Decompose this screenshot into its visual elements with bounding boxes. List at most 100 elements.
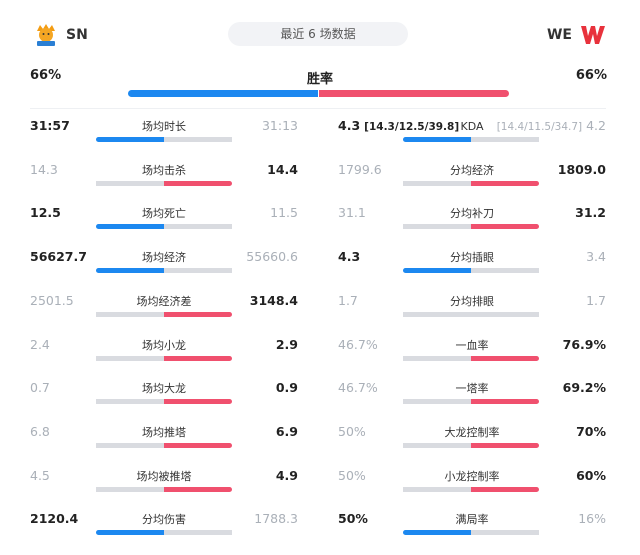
stat-left-number: 2501.5 [30,292,74,308]
stat-right-number: 1809.0 [557,161,606,177]
stat-bar-left [403,224,471,230]
stat-left-number: 4.3 [338,118,361,133]
team-right[interactable]: WE [547,22,606,48]
stat-left-value: 4.3 [338,249,360,265]
stat-left-value: 2120.4 [30,511,78,527]
stat-right-value: 70% [576,424,606,440]
stat-left-number: 50% [338,511,368,527]
stat-bar-right [164,442,232,448]
stat-bar-left [96,137,164,142]
stat-left-value: 31.1 [338,205,366,221]
stat-right-number: 76.9% [562,336,606,352]
stat-row: 1.7 分均排眼 1.7 [338,293,606,333]
stat-row: 50% 大龙控制率 70% [338,424,606,464]
stat-right-number: 60% [576,467,606,483]
stat-right-number: 55660.6 [246,249,298,265]
winrate-bar-right [319,90,509,97]
stat-right-number: 4.9 [275,467,298,483]
stat-bar-left [403,399,471,405]
stat-left-number: 31.1 [338,205,366,221]
stat-left-number: 4.5 [30,467,50,483]
stat-row: 2.4 场均小龙 2.9 [30,337,298,377]
stat-label: 满局率 [455,513,489,527]
stat-left-number: 4.3 [338,249,361,265]
team-left-name: SN [66,27,88,43]
stat-bar-left [96,442,164,448]
stat-label: 场均推塔 [142,425,186,439]
stat-right-number: 1788.3 [254,511,298,527]
stat-right-value: [14.4/11.5/34.7] 4.2 [497,118,606,135]
stat-right-number: 70% [576,423,606,439]
stat-left-value: 50% [338,511,368,527]
stat-right-number: 6.9 [275,423,298,439]
stat-bar-right [471,355,539,361]
stat-right-value: 3148.4 [250,293,298,309]
stat-bar-left [403,530,471,536]
stat-bar-right [164,355,232,361]
stat-left-number: 14.3 [30,161,58,177]
stat-left-number: 2120.4 [30,511,79,527]
stat-row: 4.3 [14.3/12.5/39.8] KDA [14.4/11.5/34.7] 4.… [338,118,606,158]
stat-label: 场均时长 [142,120,186,133]
stat-left-number: 46.7% [338,380,378,396]
stat-right-value: 11.5 [270,205,298,221]
stat-bar-left [96,311,164,317]
stat-right-value: 31:13 [262,118,298,134]
stat-left-value: 6.8 [30,424,50,440]
stat-left-value: 50% [338,424,366,440]
stat-bar-right [164,311,232,317]
winrate-title: 胜率 [306,72,333,87]
stat-bar-left [403,137,471,142]
stat-bar-left [96,224,164,230]
stat-label: 分均经济 [450,163,494,177]
stat-label: 场均死亡 [142,207,186,221]
stat-bar-right [471,268,539,274]
stat-row: 56627.7 场均经济 55660.6 [30,249,298,289]
stat-row: 14.3 场均击杀 14.4 [30,162,298,202]
stat-right-value: 4.9 [276,468,298,484]
winrate-row: 66% 胜率 66% [0,66,640,100]
stat-left-value: 56627.7 [30,249,87,265]
stat-right-number: 0.9 [275,380,298,396]
stat-label: 场均大龙 [142,382,186,396]
stat-row: 2120.4 分均伤害 1788.3 [30,511,298,551]
stat-row: 0.7 场均大龙 0.9 [30,380,298,420]
stat-right-number: 2.9 [275,336,298,352]
stat-bar-left [96,355,164,361]
stat-right-value: 31.2 [575,205,606,221]
stat-right-value: 1.7 [586,293,606,309]
stat-right-number: 31:13 [261,118,298,133]
stat-bar-right [471,486,539,492]
stat-label: 场均小龙 [142,338,186,352]
stat-left-number: 46.7% [338,336,378,352]
stat-bar-right [164,399,232,405]
stat-left-value: 1.7 [338,293,358,309]
stat-right-value: 2.9 [276,337,298,353]
stat-left-number: 6.8 [30,423,50,439]
stat-right-number: 69.2% [562,380,606,396]
stat-left-number: 1.7 [338,292,358,308]
stat-left-value: 46.7% [338,380,378,396]
stat-label: 一血率 [455,338,489,352]
stat-row: 12.5 场均死亡 11.5 [30,205,298,245]
stat-right-value: 1809.0 [558,162,606,178]
stat-bar-right [471,442,539,448]
stat-bar-left [96,530,164,536]
stat-bar-left [403,268,471,274]
stat-left-number: 50% [338,423,366,439]
stat-right-value: 60% [576,468,606,484]
stat-row: 4.3 分均插眼 3.4 [338,249,606,289]
team-left[interactable]: SN [34,22,88,48]
stat-right-value: 16% [578,511,606,527]
stat-bar-left [403,355,471,361]
stat-left-number: 2.4 [30,336,50,352]
stat-row: 46.7% 一血率 76.9% [338,337,606,377]
stat-row: 4.5 场均被推塔 4.9 [30,468,298,508]
stat-left-number: 31:57 [30,118,70,133]
suning-logo-icon [37,24,55,46]
stat-bar-left [403,180,471,186]
stat-label: 大龙控制率 [444,425,500,439]
stat-label: 分均插眼 [450,251,494,265]
we-logo-icon [581,26,605,44]
match-header: SN 最近 6 场数据 WE [0,0,640,70]
